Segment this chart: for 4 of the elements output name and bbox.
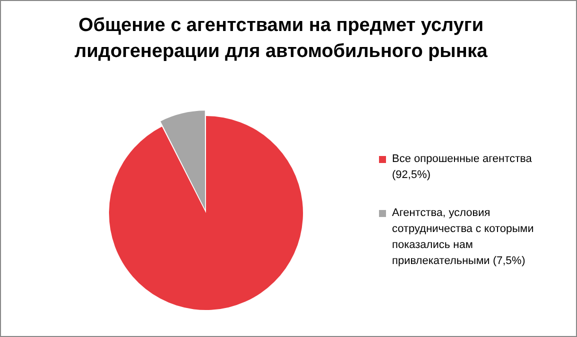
legend-label: Агентства, условия сотрудничества с которыми показались нам привлекательными (7,5%) (392, 206, 535, 269)
legend-label: Все опрошенные агентства (392, 153, 532, 165)
chart-title: Общение с агентствами на предмет услуги лидогенерации для автомобильного рынка (74, 14, 488, 64)
data-label: (92,5%) (392, 169, 431, 181)
